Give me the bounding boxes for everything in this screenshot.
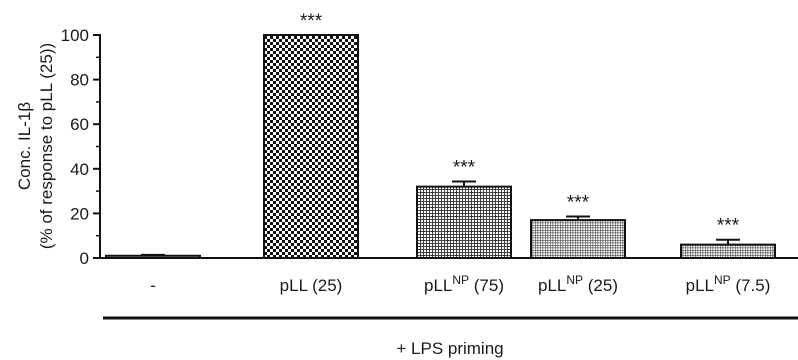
y-tick-label: 20	[70, 204, 89, 223]
x-tick-label: pLLNP (25)	[538, 273, 618, 295]
y-axis-title: Conc. IL-1β (% of response to pLL (25))	[15, 43, 56, 249]
x-axis-labels: - pLL (25) pLLNP (75) pLLNP (25) pLLNP (7.5)	[150, 273, 770, 295]
significance-label: ***	[453, 158, 476, 179]
y-tick-label: 100	[61, 26, 89, 45]
group-label: + LPS priming	[396, 339, 503, 358]
bar	[530, 219, 626, 259]
significance-label: ***	[300, 11, 323, 32]
y-tick-label: 60	[70, 115, 89, 134]
x-tick-label: pLL (25)	[280, 276, 343, 295]
bar	[680, 243, 776, 259]
x-tick-label: pLLNP (7.5)	[686, 273, 771, 295]
y-tick-label: 40	[70, 160, 89, 179]
y-tick-label: 0	[80, 249, 89, 268]
x-tick-label: -	[150, 276, 156, 295]
bars: *** *** *** ***	[105, 11, 776, 260]
y-tick-label: 80	[70, 71, 89, 90]
bar	[416, 185, 512, 259]
x-tick-label: pLLNP (75)	[424, 273, 504, 295]
significance-label: ***	[717, 216, 740, 237]
y-axis-title-line1: Conc. IL-1β	[15, 102, 34, 190]
bar	[105, 254, 201, 260]
y-axis-title-line2: (% of response to pLL (25))	[37, 43, 56, 249]
significance-label: ***	[567, 193, 590, 214]
bar	[263, 34, 359, 259]
